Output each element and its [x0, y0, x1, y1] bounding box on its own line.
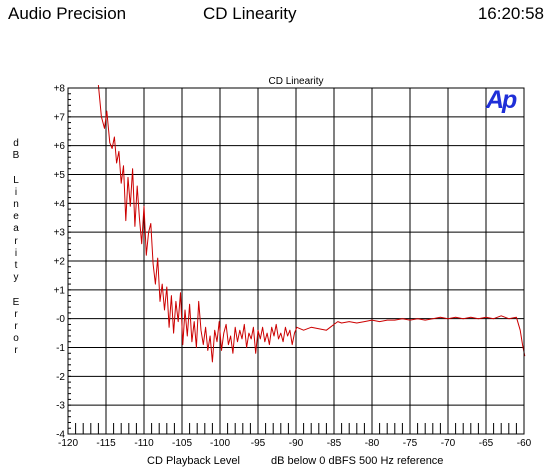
timestamp: 16:20:58 — [477, 4, 544, 23]
y-tick-label: +3 — [54, 228, 66, 239]
x-tick-label: -100 — [210, 438, 230, 449]
y-axis-label-char: y — [13, 272, 19, 284]
y-axis-label-char: L — [13, 174, 19, 186]
x-tick-label: -60 — [517, 438, 532, 449]
y-axis-label-char: i — [14, 247, 18, 259]
x-tick-label: -105 — [172, 438, 192, 449]
x-tick-label: -110 — [134, 438, 154, 449]
x-tick-label: -90 — [289, 438, 304, 449]
y-axis-label-char: r — [14, 308, 18, 320]
y-axis-label-char: r — [14, 321, 18, 333]
y-tick-label: +7 — [54, 112, 66, 123]
plot-frame — [67, 87, 525, 435]
ap-logo: Ap — [486, 86, 517, 114]
app-name: Audio Precision — [8, 4, 127, 23]
y-axis-label-char: E — [12, 296, 20, 308]
y-axis-label-char: e — [13, 211, 19, 223]
series-layer — [97, 85, 526, 363]
x-tick-label: -75 — [403, 438, 418, 449]
y-axis-label-char: t — [14, 260, 18, 272]
x-axis-label: CD Playback Level — [147, 455, 240, 467]
page-title: CD Linearity — [203, 4, 297, 23]
y-tick-label: +6 — [54, 141, 66, 152]
x-tick-labels: -120 -115 -110 -105 -100 -95 -90 -85 -80 -75 -70 -6… — [58, 438, 532, 449]
y-tick-label: -4 — [56, 430, 65, 441]
x-tick-label: -80 — [365, 438, 380, 449]
y-tick-label: -0 — [56, 314, 65, 325]
x-tick-label: -85 — [327, 438, 342, 449]
x-axis-reference: dB below 0 dBFS 500 Hz reference — [271, 455, 444, 467]
x-tick-label: -120 — [58, 438, 78, 449]
y-tick-label: +2 — [54, 257, 66, 268]
y-tick-label: +1 — [54, 285, 66, 296]
y-tick-label: +8 — [54, 84, 66, 95]
y-axis-label-char: r — [14, 345, 18, 357]
y-tick-label: -3 — [56, 401, 65, 412]
y-tick-labels: +8 +7 +6 +5 +4 +3 +2 +1 -0 -1 -2 -3 -4 — [54, 84, 66, 441]
series-line — [97, 85, 526, 363]
x-tick-label: -70 — [441, 438, 456, 449]
grid — [68, 88, 524, 434]
y-tick-label: +5 — [54, 170, 66, 181]
y-tick-label: -2 — [56, 372, 65, 383]
y-axis-label-char: d — [13, 138, 19, 149]
y-tick-label: +4 — [54, 199, 66, 210]
y-axis-label-char: n — [13, 199, 19, 211]
y-axis-label-char — [10, 284, 22, 296]
y-tick-label: -1 — [56, 343, 65, 354]
y-axis-label-char: o — [13, 333, 19, 345]
y-axis-label-char: B — [12, 150, 20, 162]
x-tick-label: -115 — [96, 438, 116, 449]
x-tick-label: -65 — [479, 438, 494, 449]
y-axis-label-char: r — [14, 235, 18, 247]
y-axis-label-char: i — [14, 186, 18, 198]
chart-title: CD Linearity — [268, 76, 323, 87]
y-axis-label-char — [10, 162, 22, 174]
x-tick-label: -95 — [251, 438, 266, 449]
y-axis-label-char: a — [13, 223, 19, 235]
